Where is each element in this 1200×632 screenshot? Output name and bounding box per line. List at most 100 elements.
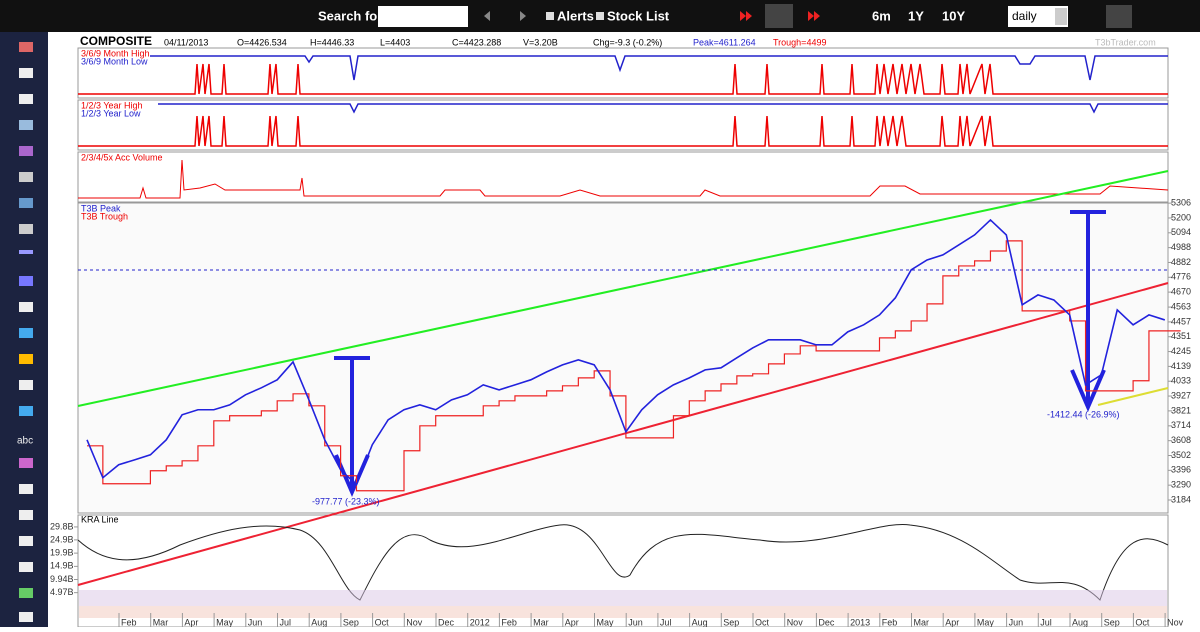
interval-select[interactable]	[1008, 6, 1068, 27]
alerts[interactable]: Alerts	[557, 8, 594, 23]
y-tick-label: 24.9B	[50, 534, 74, 544]
x-tick-label: Nov	[406, 617, 423, 627]
y-tick-label: 4245	[1171, 346, 1191, 356]
lower-trendline	[77, 282, 1169, 586]
x-tick-label: Oct	[1135, 617, 1150, 627]
x-tick-label: Apr	[945, 617, 959, 627]
range-6m[interactable]: 6m	[872, 8, 891, 23]
range-1y[interactable]: 1Y	[908, 8, 924, 23]
open: O=4426.534	[237, 37, 287, 47]
x-tick-label: Feb	[501, 617, 517, 627]
y-tick-label: 3608	[1171, 435, 1191, 445]
y-tick-label: 9.94B	[50, 574, 74, 584]
trough: Trough=4499	[773, 37, 826, 47]
y-tick-label: 4457	[1171, 316, 1191, 326]
watermark: T3bTrader.com	[1095, 37, 1156, 47]
symbol: COMPOSITE	[80, 34, 152, 48]
x-tick-label: Apr	[184, 617, 198, 627]
panel-label: 2/3/4/5x Acc Volume	[81, 152, 163, 162]
search-label: Search for:	[318, 8, 387, 23]
x-tick-label: Aug	[692, 617, 708, 627]
x-tick-label: Oct	[755, 617, 770, 627]
panel-label: T3B Peak	[81, 203, 121, 213]
panel-label: 1/2/3 Year High	[81, 100, 143, 110]
y-tick-label: 4988	[1171, 242, 1191, 252]
x-tick-label: 2013	[850, 617, 870, 627]
x-tick-label: May	[216, 617, 234, 627]
header: COMPOSITE 04/11/2013 O=4426.534 H=4446.3…	[80, 34, 1156, 524]
x-tick-label: Nov	[787, 617, 804, 627]
y-tick-label: 5094	[1171, 227, 1191, 237]
y-tick-label: 4882	[1171, 257, 1191, 267]
x-tick-label: Dec	[818, 617, 835, 627]
x-tick-label: Mar	[153, 617, 169, 627]
x-tick-label: Jun	[248, 617, 263, 627]
y-tick-label: 4351	[1171, 331, 1191, 341]
stock-list[interactable]: Stock List	[607, 8, 670, 23]
alerts-check[interactable]	[546, 12, 554, 20]
y-tick-label: 4033	[1171, 376, 1191, 386]
close: C=4423.288	[452, 37, 501, 47]
y-tick-label: 3502	[1171, 450, 1191, 460]
pan-tool[interactable]	[765, 4, 793, 28]
change: Chg=-9.3 (-0.2%)	[593, 37, 662, 47]
y-tick-label: 3821	[1171, 405, 1191, 415]
y-tick-label: 29.8B	[50, 521, 74, 531]
interval[interactable]: daily	[1012, 9, 1037, 23]
high: H=4446.33	[310, 37, 354, 47]
x-tick-label: Oct	[375, 617, 390, 627]
volume-strip	[79, 606, 1167, 618]
low: L=4403	[380, 37, 410, 47]
tool-button[interactable]	[1106, 5, 1132, 28]
x-tick-label: Aug	[311, 617, 327, 627]
search-input[interactable]	[378, 6, 468, 27]
stocklist-check[interactable]	[596, 12, 604, 20]
price-line	[86, 218, 1166, 487]
x-tick-label: Jul	[1040, 617, 1052, 627]
x-tick-label: Dec	[438, 617, 455, 627]
price-panel	[77, 202, 1169, 514]
y-tick-label: 4563	[1171, 301, 1191, 311]
x-tick-label: May	[597, 617, 615, 627]
x-tick-label: Feb	[121, 617, 137, 627]
y-tick-label: 3184	[1171, 494, 1191, 504]
y-tick-label: 5200	[1171, 212, 1191, 222]
peak: Peak=4611.264	[693, 37, 756, 47]
panel-label: 3/6/9 Month High	[81, 48, 150, 58]
x-tick-label: Sep	[723, 617, 739, 627]
y-tick-label: 3927	[1171, 390, 1191, 400]
panel-label: 3/6/9 Month Low	[81, 56, 148, 66]
y-tick-label: 4.97B	[50, 587, 74, 597]
text-tool-icon[interactable]: abc	[17, 436, 33, 447]
y-tick-label: 19.9B	[50, 548, 74, 558]
y-tick-label: 4139	[1171, 361, 1191, 371]
x-tick-label: Apr	[565, 617, 579, 627]
x-tick-label: Sep	[1104, 617, 1120, 627]
panel-2	[77, 99, 1169, 151]
volume-band	[79, 590, 1167, 606]
annotation: -977.77 (-23.3%)	[312, 496, 380, 506]
x-tick-label: 2012	[470, 617, 490, 627]
x-tick-label: Sep	[343, 617, 359, 627]
y-tick-label: 3290	[1171, 480, 1191, 490]
sidebar-icons[interactable]	[19, 42, 33, 622]
x-tick-label: Mar	[533, 617, 549, 627]
x-tick-label: Nov	[1167, 617, 1184, 627]
x-tick-label: Jul	[280, 617, 292, 627]
date: 04/11/2013	[164, 37, 208, 47]
y-tick-label: 3714	[1171, 420, 1191, 430]
select-arrow[interactable]	[1055, 8, 1067, 25]
y-tick-label: 4776	[1171, 272, 1191, 282]
panel-3	[77, 151, 1169, 203]
x-tick-label: May	[977, 617, 995, 627]
y-tick-label: 3396	[1171, 465, 1191, 475]
range-10y[interactable]: 10Y	[942, 8, 965, 23]
y-tick-label: 5306	[1171, 198, 1191, 208]
x-tick-label: Feb	[882, 617, 898, 627]
x-tick-label: Aug	[1072, 617, 1088, 627]
x-tick-label: Jun	[628, 617, 643, 627]
panel-label: 1/2/3 Year Low	[81, 108, 141, 118]
x-tick-label: Mar	[914, 617, 930, 627]
